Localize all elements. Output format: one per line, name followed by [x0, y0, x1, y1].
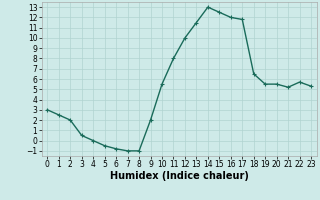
X-axis label: Humidex (Indice chaleur): Humidex (Indice chaleur): [110, 171, 249, 181]
